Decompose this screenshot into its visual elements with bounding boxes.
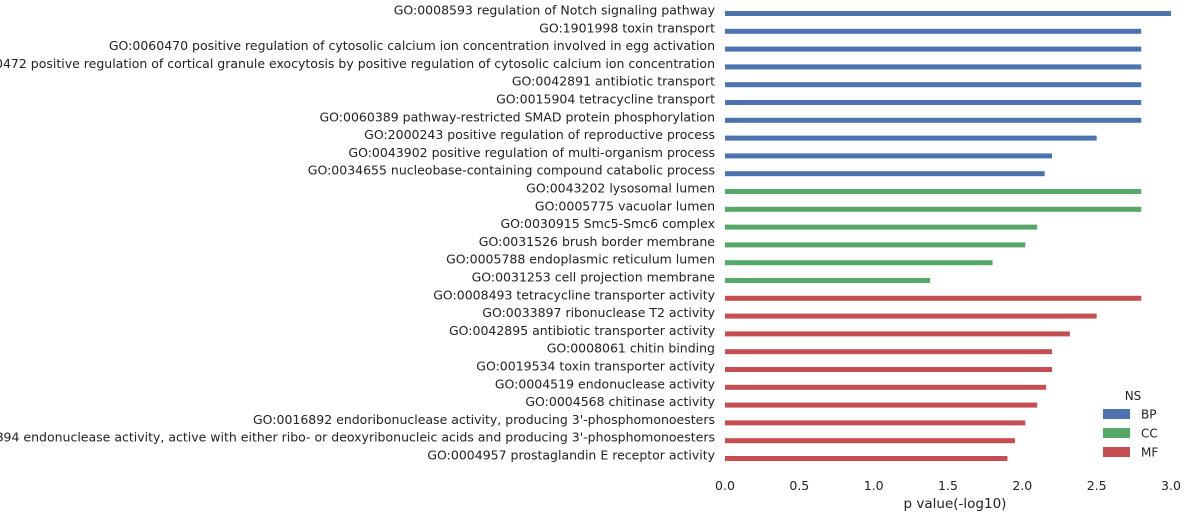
category-label-15: GO:0005788 endoplasmic reticulum lumen [446,252,715,267]
legend-title: NS [1125,389,1142,403]
category-label-16: GO:0031253 cell projection membrane [472,270,716,285]
legend-label-bp: BP [1141,408,1156,422]
category-label-26: GO:0004957 prostaglandin E receptor acti… [427,448,715,463]
bar-22 [725,384,1047,390]
bars-group [725,11,1171,461]
category-label-25: GO:0016894 endonuclease activity, active… [0,430,715,445]
category-label-9: GO:0043902 positive regulation of multi-… [348,145,715,160]
legend: NS BP CC MF [1103,389,1158,460]
category-label-10: GO:0034655 nucleobase-containing compoun… [308,163,715,178]
bar-8 [725,135,1097,141]
bar-15 [725,260,993,266]
category-label-4: GO:0060472 positive regulation of cortic… [0,56,715,71]
bar-13 [725,224,1038,230]
category-label-7: GO:0060389 pathway-restricted SMAD prote… [319,109,715,124]
category-label-3: GO:0060470 positive regulation of cytoso… [109,38,715,53]
bar-12 [725,206,1142,212]
bar-11 [725,189,1142,194]
legend-swatch-bp [1103,409,1130,419]
x-tick-label-7: 3.0 [1161,478,1181,493]
bar-4 [725,64,1142,70]
category-label-20: GO:0008061 chitin binding [547,341,715,356]
category-label-1: GO:0008593 regulation of Notch signaling… [394,3,716,18]
bar-2 [725,28,1142,34]
category-label-17: GO:0008493 tetracycline transporter acti… [433,287,715,302]
category-label-11: GO:0043202 lysosomal lumen [526,181,715,196]
bar-1 [725,11,1171,16]
x-axis-title: p value(-log10) [904,496,1007,512]
bar-5 [725,82,1142,88]
bar-3 [725,46,1142,52]
category-label-23: GO:0004568 chitinase activity [525,394,715,409]
category-label-14: GO:0031526 brush border membrane [479,234,716,249]
bar-24 [725,420,1026,426]
category-label-6: GO:0015904 tetracycline transport [496,92,715,107]
bar-20 [725,349,1053,355]
category-label-22: GO:0004519 endonuclease activity [495,376,716,391]
category-label-24: GO:0016892 endoribonuclease activity, pr… [253,412,715,427]
bar-18 [725,313,1097,319]
x-axis-ticks-group: 0.0 0.5 1.0 1.5 2.0 2.5 3.0 [715,478,1181,493]
category-labels-group: GO:0008593 regulation of Notch signaling… [0,3,716,463]
category-label-18: GO:0033897 ribonuclease T2 activity [482,305,715,320]
bar-25 [725,438,1015,444]
x-tick-label-2: 0.5 [789,478,809,493]
bar-26 [725,456,1008,461]
bar-9 [725,153,1053,159]
legend-swatch-mf [1103,447,1130,457]
bar-7 [725,117,1142,123]
category-label-21: GO:0019534 toxin transporter activity [476,359,715,374]
bar-23 [725,402,1038,408]
category-label-13: GO:0030915 Smc5-Smc6 complex [501,216,716,231]
x-tick-label-6: 2.5 [1087,478,1107,493]
bar-10 [725,171,1045,177]
bar-16 [725,278,931,283]
bar-21 [725,367,1053,372]
bar-6 [725,100,1142,105]
legend-swatch-cc [1103,428,1130,438]
legend-label-mf: MF [1141,446,1158,460]
category-label-12: GO:0005775 vacuolar lumen [535,198,715,213]
category-label-2: GO:1901998 toxin transport [539,20,715,35]
category-label-5: GO:0042891 antibiotic transport [512,74,715,89]
bar-19 [725,331,1070,337]
x-tick-label-3: 1.0 [864,478,884,493]
legend-label-cc: CC [1141,427,1158,441]
bar-14 [725,242,1026,248]
legend-items-group: BP CC MF [1103,408,1158,460]
x-tick-label-1: 0.0 [715,478,735,493]
bar-17 [725,295,1142,301]
category-label-19: GO:0042895 antibiotic transporter activi… [449,323,716,338]
x-tick-label-4: 1.5 [938,478,958,493]
x-tick-label-5: 2.0 [1012,478,1032,493]
category-label-8: GO:2000243 positive regulation of reprod… [364,127,715,142]
